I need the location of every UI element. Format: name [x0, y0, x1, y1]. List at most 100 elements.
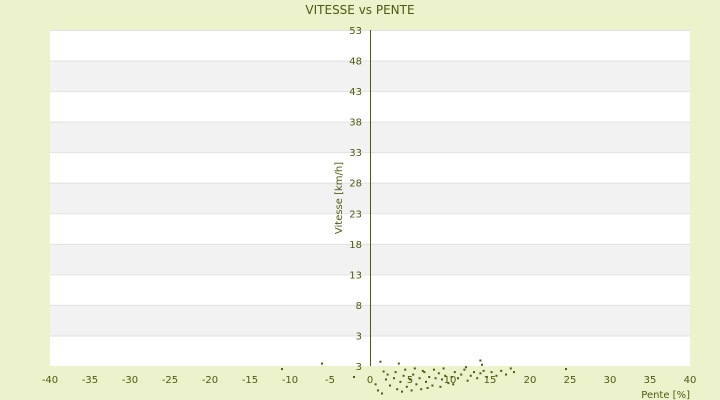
data-point: [412, 373, 415, 376]
x-tick-label: 15: [484, 375, 497, 386]
data-point: [397, 362, 400, 365]
data-point: [401, 390, 403, 393]
x-tick-label: -35: [82, 375, 98, 386]
data-point: [469, 374, 472, 377]
y-axis-title: Vitesse [km/h]: [334, 162, 345, 234]
data-point: [495, 374, 498, 377]
y-tick-label: 18: [349, 240, 362, 251]
data-point: [386, 373, 389, 376]
data-point: [404, 368, 407, 371]
data-point: [405, 385, 408, 388]
data-point: [509, 367, 512, 370]
x-tick-label: -30: [122, 375, 138, 386]
data-point: [453, 371, 456, 374]
data-points: [281, 359, 567, 395]
x-tick-label: 0: [367, 375, 373, 386]
x-tick-label: -40: [42, 375, 58, 386]
y-tick-label: 53: [349, 26, 362, 37]
data-point: [465, 366, 467, 369]
data-point: [466, 379, 469, 382]
x-tick-label: 40: [684, 375, 697, 386]
data-point: [450, 375, 453, 378]
x-tick-label: 25: [564, 375, 577, 386]
data-point: [481, 363, 483, 366]
y-tick-label: 33: [349, 148, 362, 159]
data-point: [281, 368, 283, 371]
data-point: [413, 367, 416, 370]
y-tick-label: 23: [349, 209, 362, 220]
data-point: [473, 371, 475, 374]
x-tick-label: -15: [242, 375, 258, 386]
data-point: [460, 373, 463, 376]
data-point: [447, 382, 450, 385]
data-point: [399, 380, 402, 383]
data-point: [442, 367, 445, 370]
data-point: [385, 378, 387, 381]
y-tick-label: 13: [349, 270, 362, 281]
y-tick-label: 3: [356, 362, 362, 373]
x-tick-label: -5: [325, 375, 335, 386]
data-point: [457, 377, 459, 380]
data-point: [426, 386, 429, 389]
data-point: [396, 388, 399, 391]
data-point: [439, 385, 442, 388]
x-axis-title: Pente [%]: [641, 390, 690, 400]
data-point: [321, 362, 323, 365]
y-tick-label: 48: [349, 57, 362, 68]
x-tick-label: -10: [282, 375, 298, 386]
data-point: [421, 369, 424, 372]
y-tick-label: 28: [349, 179, 362, 190]
x-tick-label: -20: [202, 375, 218, 386]
data-point: [441, 378, 443, 381]
data-point: [423, 371, 426, 374]
y-tick-label: 43: [349, 87, 362, 98]
data-point: [379, 360, 382, 363]
data-point: [418, 377, 421, 380]
data-point: [434, 377, 437, 380]
data-point: [425, 380, 427, 383]
data-point: [505, 373, 507, 376]
y-tick-label: 8: [356, 301, 362, 312]
y-tick-label: 38: [349, 118, 362, 129]
data-point: [500, 369, 503, 372]
data-point: [433, 368, 435, 371]
data-point: [389, 384, 391, 387]
data-point: [476, 377, 479, 380]
data-point: [382, 370, 385, 373]
data-point: [409, 378, 411, 381]
data-point: [353, 375, 355, 378]
data-point: [485, 375, 488, 378]
data-point: [479, 359, 482, 362]
data-point: [410, 389, 413, 392]
data-point: [452, 383, 455, 386]
y-tick-label: 3: [356, 331, 362, 342]
data-point: [377, 389, 379, 392]
data-point: [482, 369, 485, 372]
data-point: [394, 371, 397, 374]
data-point: [374, 383, 377, 386]
x-tick-label: 35: [644, 375, 657, 386]
chart-title: VITESSE vs PENTE: [305, 3, 414, 17]
x-tick-label: 20: [524, 375, 537, 386]
x-tick-label: 5: [407, 375, 413, 386]
data-point: [428, 375, 431, 378]
data-point: [402, 374, 405, 377]
data-point: [420, 388, 423, 391]
data-point: [431, 384, 434, 387]
x-tick-label: 10: [444, 375, 457, 386]
data-point: [437, 372, 440, 375]
data-point: [479, 372, 482, 375]
data-point: [444, 374, 447, 377]
data-point: [381, 392, 383, 395]
data-point: [513, 371, 515, 374]
x-tick-label: 30: [604, 375, 617, 386]
data-point: [490, 371, 493, 374]
x-tick-labels: -40 -35 -30 -25 -20 -15 -10 -5 0 5 10 15 20 25 30 35 40: [42, 375, 697, 386]
data-point: [415, 383, 418, 386]
data-point: [393, 377, 395, 380]
x-tick-label: -25: [162, 375, 178, 386]
data-point: [565, 368, 567, 371]
